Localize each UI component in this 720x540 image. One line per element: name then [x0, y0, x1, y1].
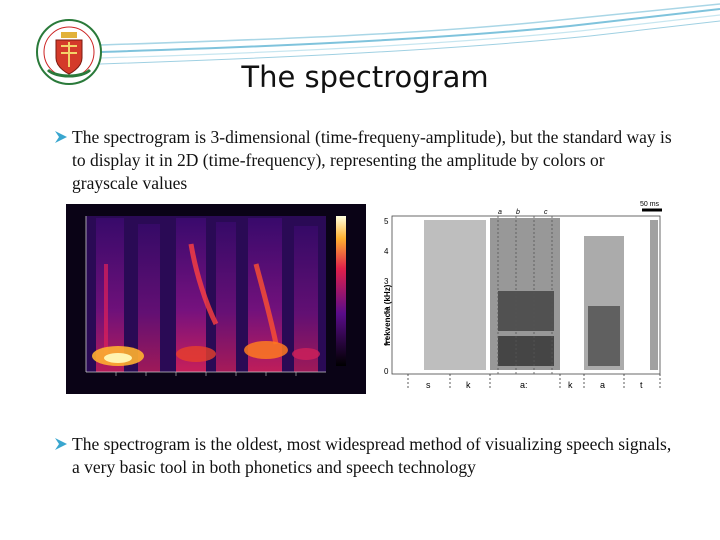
ytick-0: 0: [384, 367, 389, 376]
top-marker-b: b: [516, 209, 520, 216]
bullet-arrow-icon: [55, 438, 67, 450]
bullet-text-1: The spectrogram is 3-dimensional (time-f…: [72, 127, 672, 193]
grayscale-spectrogram-figure: 50 ms a b c 5 4 3 2 1 0 frekvencia (kHz)…: [378, 196, 674, 394]
ytick-5: 5: [384, 217, 389, 226]
bullet-item-2: The spectrogram is the oldest, most wide…: [54, 433, 674, 479]
bullet-arrow-icon: [55, 131, 67, 143]
segment-label-a-long: a:: [520, 380, 528, 390]
segment-label-k2: k: [568, 380, 573, 390]
ytick-4: 4: [384, 247, 389, 256]
color-spectrogram-figure: [66, 204, 366, 394]
segment-label-s: s: [426, 380, 431, 390]
ytick-1: 1: [384, 337, 389, 346]
top-marker-a: a: [498, 209, 502, 216]
y-axis-label: frekvencia (kHz): [383, 284, 392, 346]
segment-label-k1: k: [466, 380, 471, 390]
ytick-2: 2: [384, 307, 389, 316]
ytick-3: 3: [384, 277, 389, 286]
bullet-text-2: The spectrogram is the oldest, most wide…: [72, 434, 672, 477]
header-wave-decoration: [99, 3, 720, 65]
scale-bar-label: 50 ms: [640, 201, 660, 208]
bullet-item-1: The spectrogram is 3-dimensional (time-f…: [54, 126, 674, 195]
segment-label-a: a: [600, 380, 605, 390]
slide-title: The spectrogram: [241, 60, 489, 94]
top-marker-c: c: [544, 209, 548, 216]
segment-label-t: t: [640, 380, 643, 390]
university-seal-logo: [36, 19, 102, 85]
